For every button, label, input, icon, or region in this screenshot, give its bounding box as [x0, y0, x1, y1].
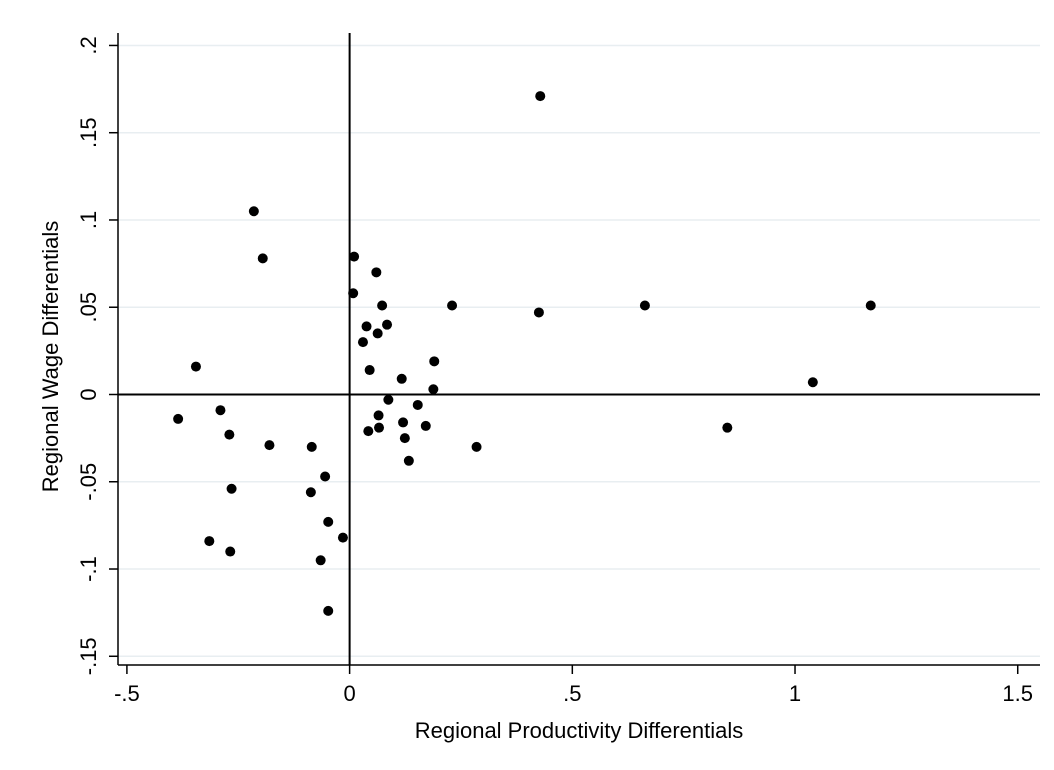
data-point	[374, 422, 385, 433]
y-tick-label: .15	[76, 117, 101, 148]
x-tick-label: 1	[789, 681, 801, 706]
y-axis-title: Regional Wage Differentials	[38, 221, 63, 492]
data-point	[403, 455, 414, 466]
x-tick-label: 1.5	[1002, 681, 1033, 706]
x-axis-title: Regional Productivity Differentials	[415, 718, 744, 743]
data-point	[264, 440, 275, 451]
data-point	[807, 377, 818, 388]
data-point	[224, 429, 235, 440]
data-points	[173, 91, 876, 616]
data-point	[865, 300, 876, 311]
data-point	[323, 516, 334, 527]
data-point	[257, 253, 268, 264]
y-tick-label: .1	[76, 211, 101, 229]
data-point	[323, 605, 334, 616]
data-point	[396, 373, 407, 384]
x-tick-label: -.5	[114, 681, 140, 706]
data-point	[173, 413, 184, 424]
y-axis-ticks: -.15 -.1 -.05 0 .05 .1 .15 .2	[76, 36, 118, 675]
y-tick-label: -.1	[76, 556, 101, 582]
data-point	[399, 433, 410, 444]
data-point	[533, 307, 544, 318]
y-tick-label: .05	[76, 292, 101, 323]
y-tick-label: -.15	[76, 637, 101, 675]
data-point	[639, 300, 650, 311]
data-point	[398, 417, 409, 428]
data-point	[248, 206, 259, 217]
data-point	[377, 300, 388, 311]
data-point	[349, 251, 360, 262]
data-point	[373, 410, 384, 421]
data-point	[226, 483, 237, 494]
data-point	[382, 319, 393, 330]
data-point	[471, 441, 482, 452]
data-point	[337, 532, 348, 543]
data-point	[306, 441, 317, 452]
data-point	[348, 288, 359, 299]
data-point	[305, 487, 316, 498]
data-point	[429, 356, 440, 367]
data-point	[363, 426, 374, 437]
grid-lines	[118, 44, 1040, 658]
reference-lines	[118, 33, 1040, 665]
data-point	[535, 91, 546, 102]
data-point	[357, 337, 368, 348]
data-point	[315, 555, 326, 566]
data-point	[225, 546, 236, 557]
data-point	[722, 422, 733, 433]
y-tick-label: -.05	[76, 463, 101, 501]
y-tick-label: 0	[76, 388, 101, 400]
data-point	[320, 471, 331, 482]
data-point	[383, 394, 394, 405]
x-tick-label: 0	[343, 681, 355, 706]
y-tick-label: .2	[76, 36, 101, 54]
x-axis-ticks: -.5 0 .5 1 1.5	[114, 665, 1033, 706]
data-point	[361, 321, 372, 332]
data-point	[412, 399, 423, 410]
data-point	[420, 420, 431, 431]
data-point	[372, 328, 383, 339]
data-point	[204, 536, 215, 547]
data-point	[447, 300, 458, 311]
axes	[117, 33, 1040, 666]
data-point	[364, 365, 375, 376]
data-point	[428, 384, 439, 395]
data-point	[190, 361, 201, 372]
data-point	[371, 267, 382, 278]
data-point	[215, 405, 226, 416]
x-tick-label: .5	[563, 681, 581, 706]
